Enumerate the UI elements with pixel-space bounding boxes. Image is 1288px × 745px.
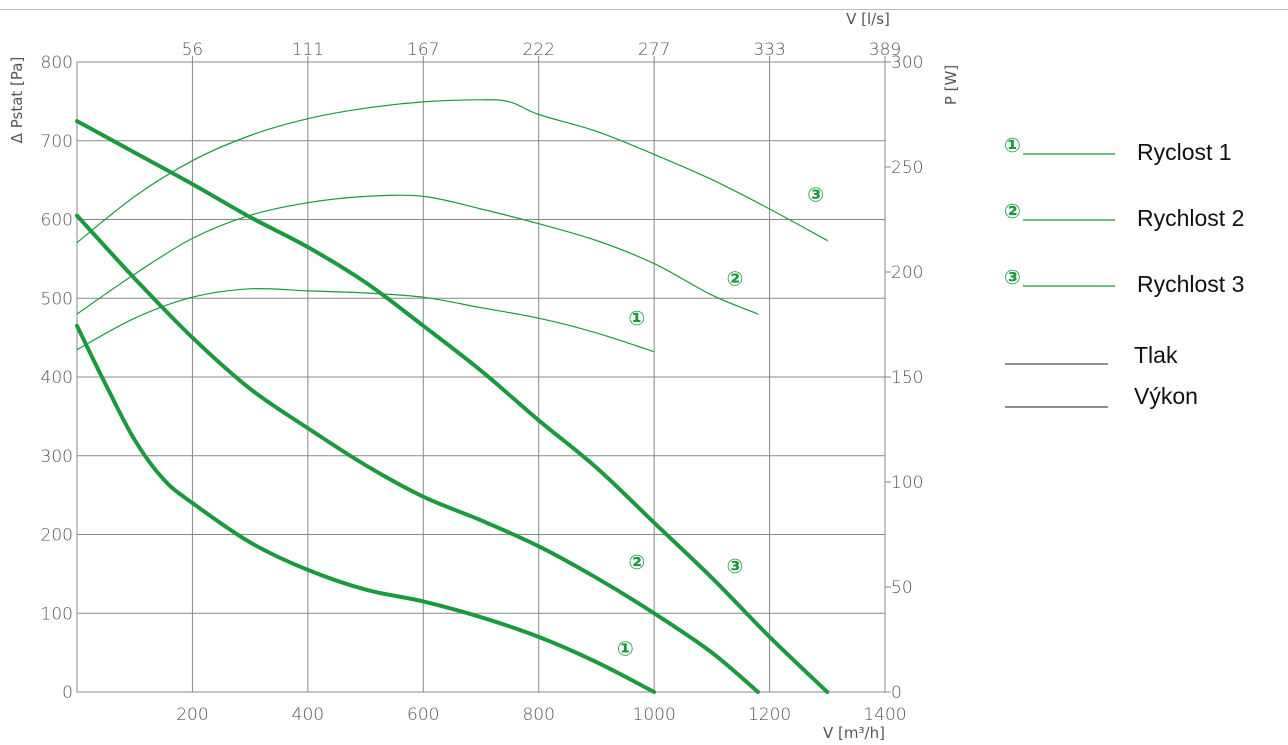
x-tick-label-bottom: 200 [176,705,208,725]
legend-marker: ③ [1004,265,1021,289]
x-tick-label-top: 277 [638,40,670,60]
legend: ① Ryclost 1 ② Rychlost 2 ③ Rychlost 3 Tlak Výko… [1004,133,1244,409]
y-tick-label-right: 200 [891,263,923,283]
power-curve-2 [76,194,759,315]
pressure-curve-2 [75,213,760,694]
curve-label: ① [617,637,634,661]
curve-labels: ① ② ③ ① ② ③ [617,182,824,660]
x-tick-label-bottom: 600 [407,705,439,725]
x-tick-label-top: 333 [753,40,785,60]
y-tick-label-right: 100 [891,473,923,493]
y-tick-label-right: 150 [891,368,923,388]
legend-label: Ryclost 1 [1137,139,1232,165]
legend-label: Výkon [1134,383,1198,409]
x-tick-label-top: 222 [522,40,554,60]
curves [75,99,830,694]
legend-label: Rychlost 2 [1137,205,1244,231]
legend-marker: ② [1004,199,1021,223]
x-tick-label-bottom: 1000 [633,705,676,725]
y-tick-label-left: 300 [41,447,73,467]
x-axis-title-bottom: V [m³/h] [823,724,885,742]
x-tick-label-top: 56 [182,40,204,60]
x-tick-label-top: 389 [869,40,901,60]
curve-label: ② [726,266,743,290]
y-axis-title-left: Δ Pstat [Pa] [8,57,26,144]
x-tick-label-bottom: 800 [522,705,554,725]
x-axis-title-top: V [l/s] [846,10,890,28]
curve-label: ③ [726,554,743,578]
x-tick-label-bottom: 1200 [748,705,791,725]
power-curve-3 [76,99,828,244]
x-tick-label-bottom: 1400 [863,705,906,725]
y-tick-label-right: 250 [891,158,923,178]
y-tick-label-right: 50 [891,578,913,598]
power-curve-1 [76,287,655,353]
y-axis-title-right: P [W] [942,65,960,105]
y-tick-label-left: 500 [41,289,73,309]
y-tick-label-left: 200 [41,526,73,546]
legend-label: Tlak [1134,342,1178,368]
y-tick-label-left: 600 [41,211,73,231]
x-tick-label-top: 111 [292,40,324,60]
curve-label: ② [628,550,645,574]
y-tick-label-left: 700 [41,132,73,152]
pressure-curve-1 [75,323,657,694]
legend-label: Rychlost 3 [1137,271,1244,297]
axis-titles: V [l/s] V [m³/h] Δ Pstat [Pa] P [W] [8,10,960,742]
y-tick-label-left: 400 [41,368,73,388]
y-tick-label-left: 0 [62,683,73,703]
x-tick-label-top: 167 [407,40,439,60]
top-rule [0,9,1288,10]
curve-label: ③ [807,182,824,206]
y-tick-label-right: 0 [891,683,902,703]
y-tick-label-right: 300 [891,53,923,73]
x-tick-label-bottom: 400 [292,705,324,725]
y-tick-label-left: 100 [41,604,73,624]
pressure-curve-3 [75,119,830,694]
y-tick-label-left: 800 [41,53,73,73]
grid [76,56,891,693]
legend-marker: ① [1004,133,1021,157]
curve-label: ① [628,306,645,330]
